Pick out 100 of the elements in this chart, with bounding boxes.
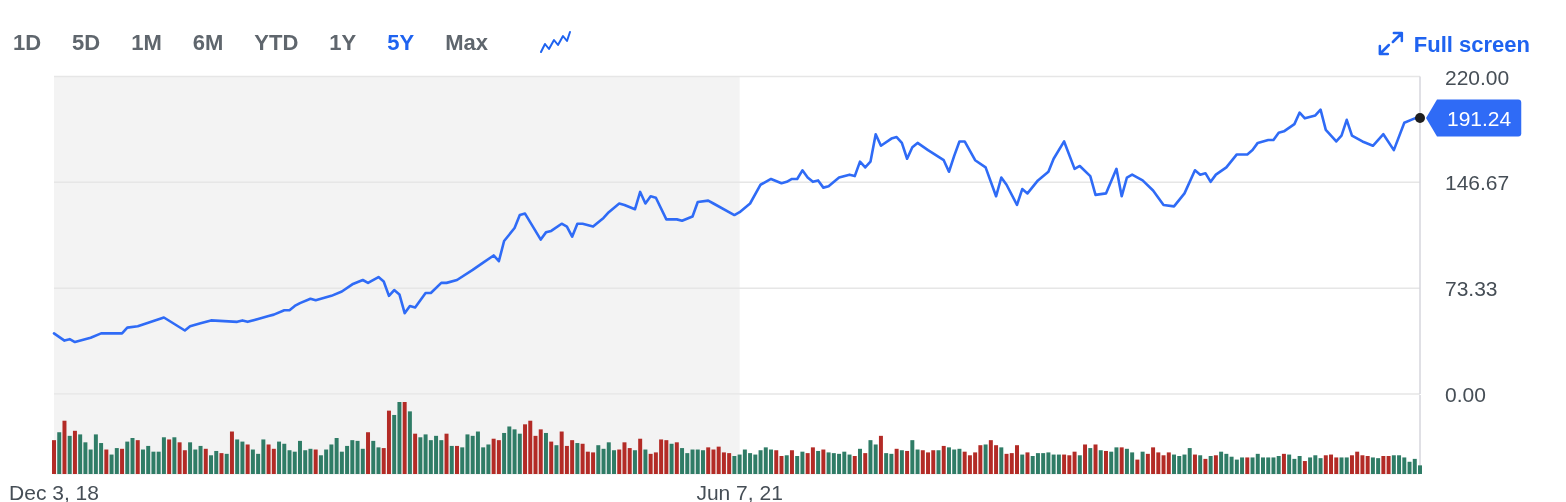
bar	[894, 448, 899, 474]
bar	[1208, 456, 1213, 474]
category-label: 1D	[13, 29, 42, 55]
bar	[78, 434, 83, 474]
bar	[224, 453, 229, 474]
y-tick-label: 220.00	[1445, 65, 1510, 88]
bar	[1072, 451, 1077, 474]
y-tick-label: 0.00	[1445, 382, 1486, 406]
bar	[852, 456, 857, 474]
bar	[1083, 444, 1088, 474]
bar	[52, 440, 56, 474]
bar	[1056, 454, 1061, 474]
annotation: 191.24	[1447, 106, 1512, 130]
bar	[203, 448, 208, 474]
bar	[999, 447, 1004, 474]
bar	[313, 449, 318, 474]
bar	[125, 441, 130, 474]
bar	[732, 456, 737, 474]
bar	[1088, 448, 1093, 474]
bar	[1318, 458, 1323, 474]
bar	[135, 440, 140, 474]
bar	[57, 432, 62, 474]
bar	[386, 410, 391, 474]
y-tick-label: 146.67	[1445, 170, 1510, 194]
bar	[1025, 452, 1030, 474]
bar	[366, 432, 371, 474]
bar	[884, 453, 889, 474]
bar	[575, 443, 580, 474]
bar	[643, 449, 648, 474]
bar	[418, 437, 423, 474]
bar	[523, 424, 528, 474]
bar	[1297, 456, 1302, 474]
bar	[402, 402, 407, 474]
bar	[821, 449, 826, 474]
bar	[1020, 454, 1025, 474]
bar	[543, 432, 548, 474]
bar	[120, 448, 125, 474]
bar	[407, 411, 412, 474]
bar	[905, 450, 910, 474]
bar	[784, 455, 789, 474]
bar	[104, 449, 109, 474]
bar	[271, 448, 276, 474]
bar	[1077, 455, 1082, 474]
bar	[795, 456, 800, 474]
bar	[700, 450, 705, 474]
bar	[188, 442, 193, 474]
bar	[941, 445, 946, 474]
bar	[1365, 456, 1370, 474]
category-label: 1Y	[329, 29, 357, 55]
category-label: 1M	[131, 29, 162, 55]
bar	[1103, 450, 1108, 474]
bar	[161, 437, 166, 474]
bar	[229, 431, 234, 474]
bar	[455, 445, 459, 474]
category-label: 5Y	[387, 29, 415, 55]
bar	[62, 420, 67, 474]
bar	[774, 450, 779, 474]
category-label: 6M	[192, 29, 224, 55]
bar	[554, 445, 559, 474]
x-tick-label: Dec 3, 18	[9, 480, 99, 502]
bar	[444, 433, 449, 474]
bar	[1187, 448, 1192, 474]
bar	[1098, 450, 1103, 474]
bar	[669, 443, 674, 474]
bar	[1276, 456, 1281, 474]
bar	[245, 444, 250, 474]
x-tick-label: Jun 7, 21	[696, 480, 783, 502]
bar	[538, 429, 543, 474]
bar	[1281, 453, 1286, 474]
bar	[1287, 454, 1292, 474]
bar	[1166, 452, 1171, 474]
bar	[858, 448, 862, 474]
bar	[1140, 451, 1145, 474]
bar	[1135, 459, 1140, 474]
bar	[632, 450, 637, 474]
bar	[789, 450, 794, 474]
bar	[1192, 454, 1197, 474]
bar	[114, 448, 119, 474]
bar	[172, 437, 177, 474]
bar	[810, 447, 815, 474]
bar	[219, 453, 224, 474]
bar	[1172, 454, 1177, 474]
bar	[371, 440, 376, 474]
category-label: Max	[445, 29, 489, 55]
bar	[1344, 457, 1349, 474]
bar	[596, 445, 601, 474]
category-label: YTD	[254, 29, 299, 55]
bar	[549, 441, 554, 474]
bar	[496, 440, 501, 474]
bar	[413, 433, 418, 474]
bar	[899, 450, 904, 474]
text: Full screen	[1413, 31, 1530, 57]
bar	[1203, 458, 1208, 474]
bar	[868, 440, 873, 474]
bar	[910, 440, 915, 474]
bar	[915, 449, 920, 474]
bar	[67, 435, 72, 474]
bar	[1245, 457, 1250, 474]
bar	[1198, 455, 1203, 474]
bar	[1109, 451, 1114, 474]
